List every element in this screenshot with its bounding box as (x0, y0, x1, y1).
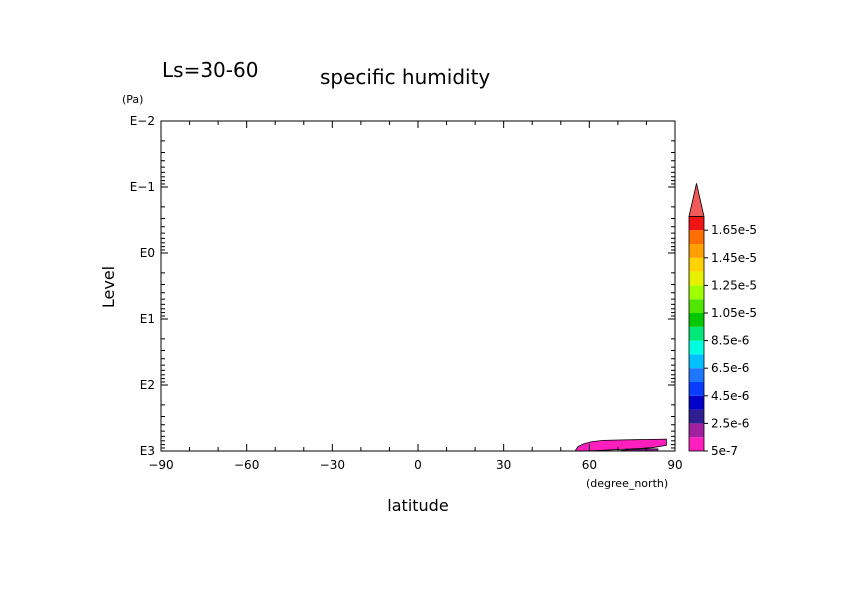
colorbar-tick-label: 6.5e-6 (711, 361, 749, 375)
x-axis-unit: (degree_north) (586, 477, 668, 490)
x-tick-label: −60 (234, 458, 259, 472)
colorbar-tick-label: 1.65e-5 (711, 223, 757, 237)
colorbar-segment (689, 382, 704, 396)
x-axis-label: latitude (387, 496, 448, 515)
colorbar-segment (689, 409, 704, 424)
colorbar-tick-label: 2.5e-6 (711, 416, 749, 430)
colorbar-over-arrow (688, 183, 705, 217)
y-tick-label: E0 (140, 246, 155, 260)
x-tick-label: 90 (667, 458, 682, 472)
x-tick-label: 60 (582, 458, 597, 472)
colorbar-segment (689, 271, 704, 286)
colorbar-segment (689, 257, 704, 272)
y-tick-label: E−1 (130, 180, 155, 194)
colorbar-segment (689, 230, 704, 244)
y-tick-label: E1 (140, 312, 155, 326)
x-axis: −90 −60 −30 0 30 60 90 (148, 121, 683, 472)
x-tick-label: −30 (320, 458, 345, 472)
y-tick-label: E−2 (130, 114, 155, 128)
colorbar-segment (689, 368, 704, 382)
contour-region-1 (617, 448, 659, 451)
x-tick-label: 0 (414, 458, 422, 472)
colorbar-tick-label: 1.45e-5 (711, 251, 757, 265)
colorbar-tick-label: 8.5e-6 (711, 334, 749, 348)
colorbar-segment (689, 354, 704, 369)
data-regions (574, 438, 667, 451)
y-axis-label: Level (99, 266, 118, 308)
y-tick-label: E2 (140, 378, 155, 392)
x-tick-label: 30 (496, 458, 511, 472)
colorbar-tick-label: 5e-7 (711, 444, 738, 458)
y-axis: E−2 E−1 E0 E1 E2 E3 (130, 114, 675, 458)
colorbar-tick-label: 4.5e-6 (711, 389, 749, 403)
colorbar-segment (689, 340, 704, 355)
colorbar: 5e-7 2.5e-6 4.5e-6 6.5e-6 8.5e-6 1.05e-5 1.25e… (688, 183, 757, 458)
colorbar-segment (689, 313, 704, 327)
colorbar-tick-label: 1.05e-5 (711, 306, 757, 320)
plot-frame (160, 120, 676, 452)
y-tick-label: E3 (140, 444, 155, 458)
colorbar-segment (689, 437, 704, 451)
x-tick-label: −90 (148, 458, 173, 472)
colorbar-segment (689, 326, 704, 341)
chart-subtitle: Ls=30-60 (162, 58, 258, 82)
chart-title: specific humidity (320, 65, 490, 89)
colorbar-frame (688, 215, 705, 452)
colorbar-segment (689, 423, 704, 438)
colorbar-segment (689, 216, 704, 231)
colorbar-tick-label: 1.25e-5 (711, 278, 757, 292)
y-axis-unit: (Pa) (122, 93, 143, 106)
contour-region-0 (574, 438, 667, 451)
colorbar-segment (689, 285, 704, 300)
colorbar-segment (689, 299, 704, 313)
colorbar-segment (689, 244, 704, 258)
colorbar-segment (689, 395, 704, 410)
